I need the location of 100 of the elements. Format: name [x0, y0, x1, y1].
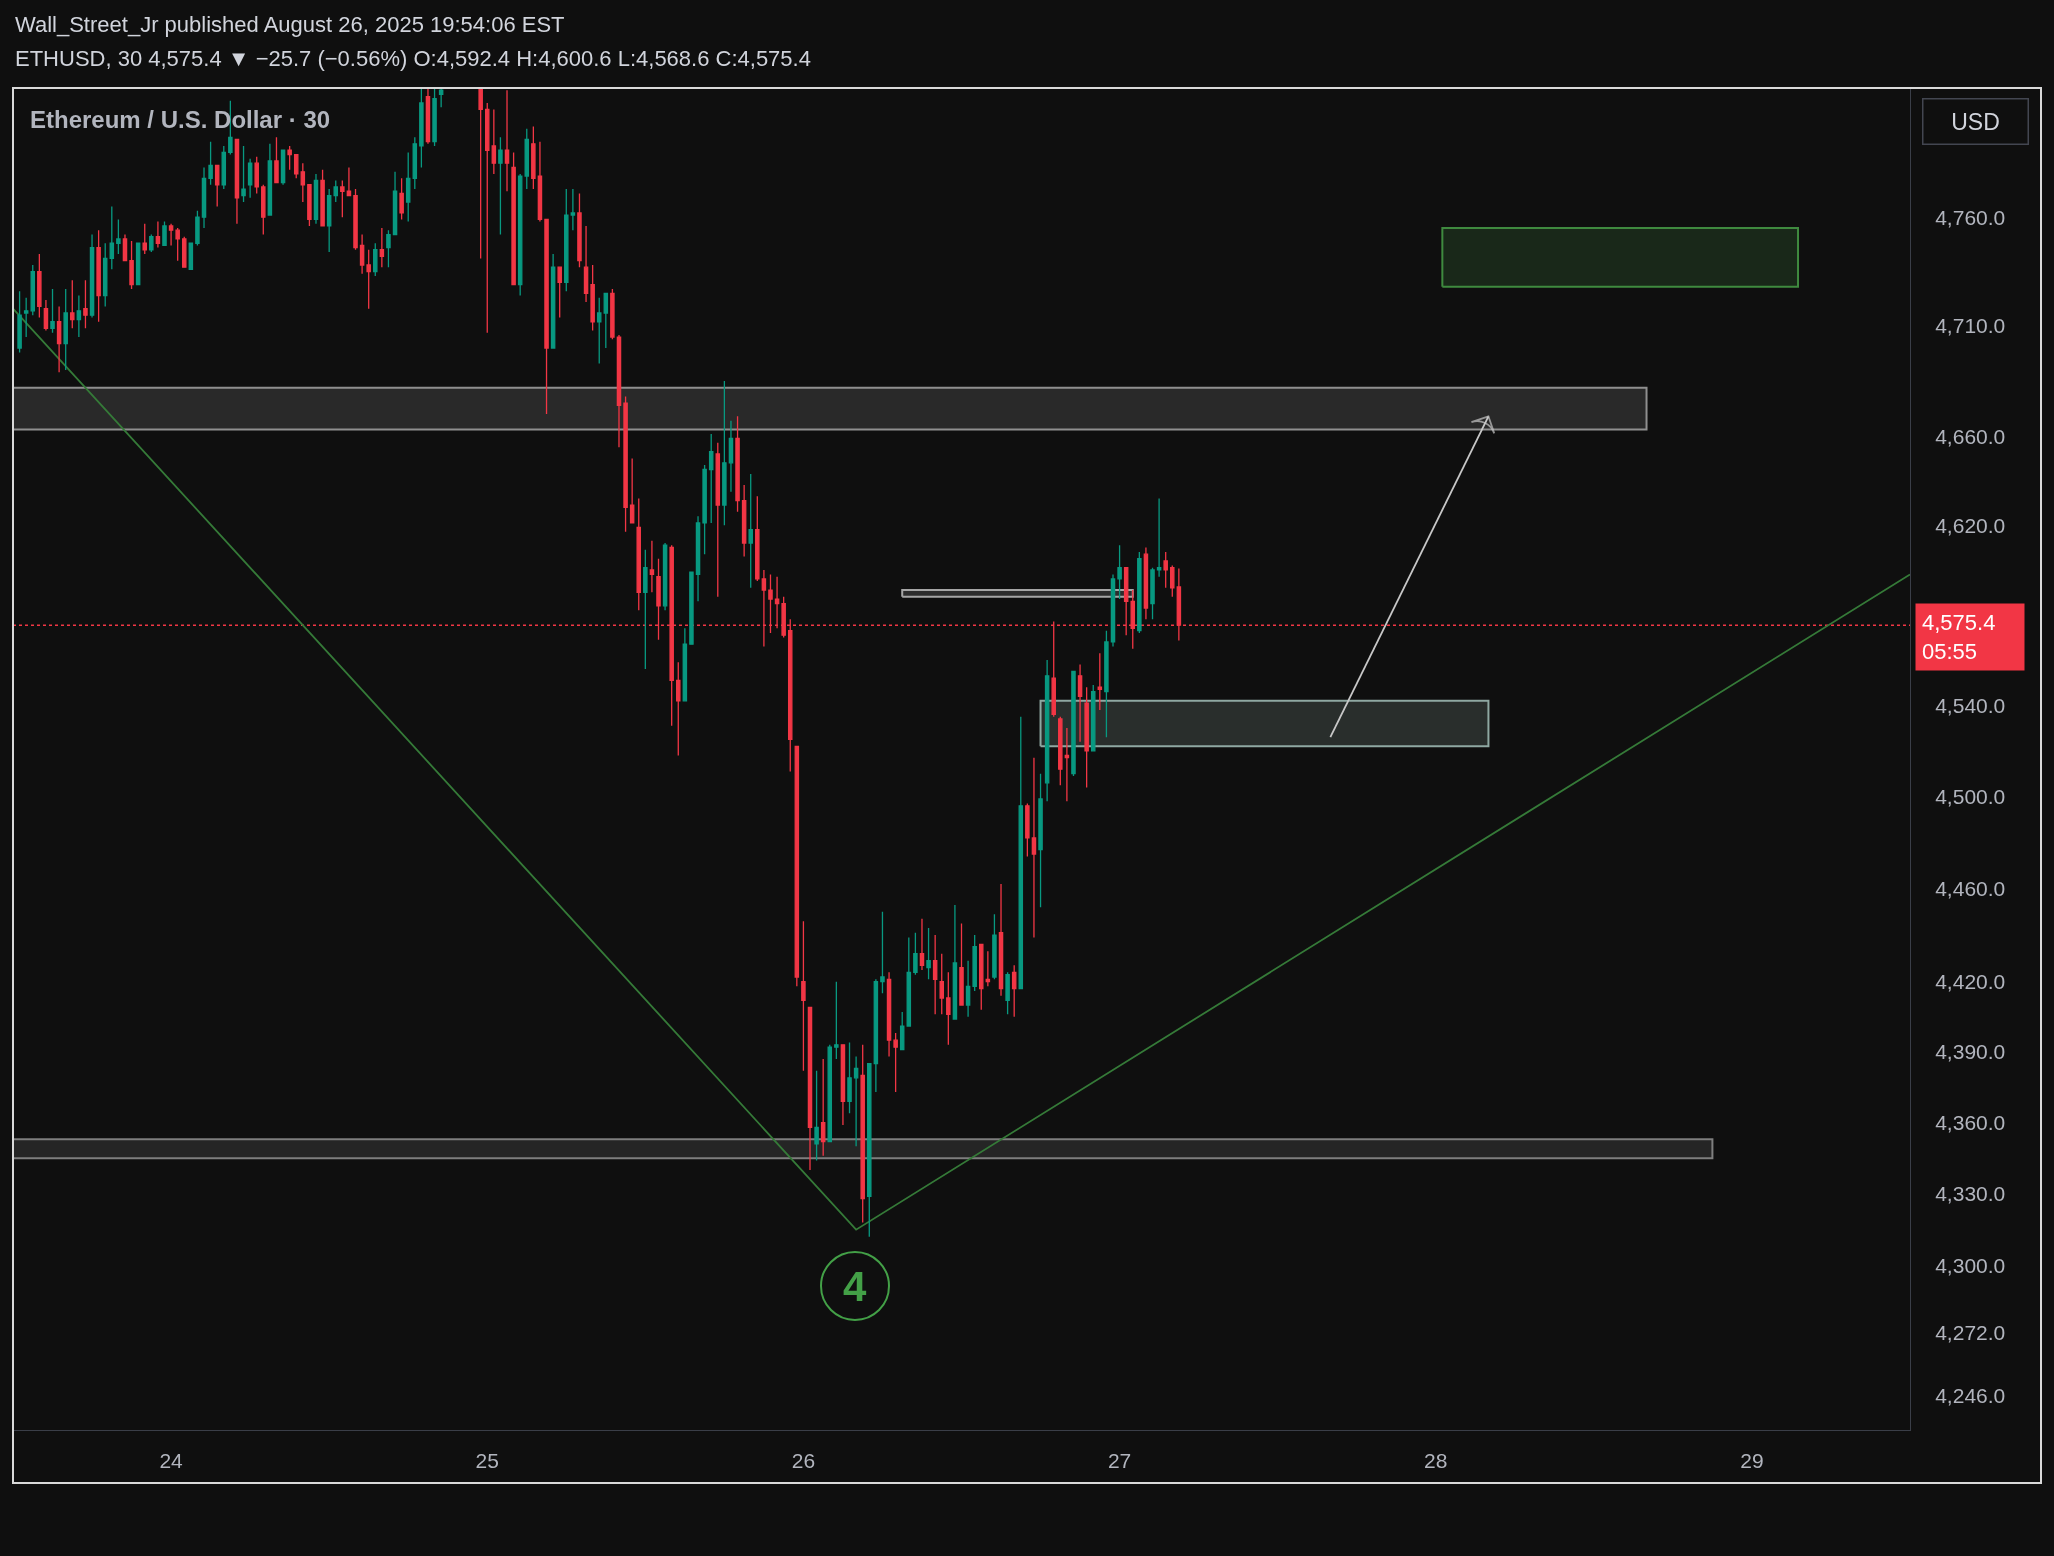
candlestick [386, 229, 391, 268]
candlestick [616, 334, 622, 448]
candlestick [1176, 567, 1182, 642]
candlestick [880, 911, 885, 994]
candlestick [820, 1058, 826, 1157]
candlestick [504, 89, 510, 192]
candlestick [149, 233, 154, 253]
candlestick [728, 420, 734, 493]
candlestick [853, 1055, 859, 1147]
candlestick [873, 978, 879, 1093]
y-tick-label: 4,500.0 [1935, 784, 2006, 808]
candlestick [340, 179, 345, 218]
y-tick-label: 4,330.0 [1935, 1182, 2006, 1206]
candlestick [478, 88, 483, 260]
candlestick [267, 143, 273, 216]
annotation: 4 [843, 1263, 867, 1310]
candlestick [419, 88, 424, 169]
candlestick [702, 464, 707, 555]
candlestick [708, 433, 714, 524]
candlestick [860, 1044, 865, 1224]
candlestick [405, 151, 411, 223]
y-tick-label: 4,420.0 [1935, 970, 2006, 993]
candlestick [116, 218, 121, 255]
candlestick [438, 88, 444, 108]
y-tick-label: 4,760.0 [1935, 205, 2006, 229]
candlestick [715, 442, 721, 598]
candlestick [56, 305, 62, 373]
candlestick [972, 934, 977, 992]
candlestick [274, 136, 279, 184]
candlestick [1170, 564, 1175, 598]
x-tick-label: 26 [791, 1449, 816, 1473]
candlestick [102, 242, 108, 308]
candlestick [1163, 551, 1168, 589]
candlestick [511, 151, 516, 286]
candlestick [741, 484, 747, 558]
candlestick [550, 253, 556, 349]
candlestick [537, 140, 543, 223]
y-tick-label: 4,246.0 [1935, 1384, 2006, 1408]
candlestick [676, 661, 681, 757]
chart-subtitle: ETHUSD, 30 4,575.4 ▼ −25.7 (−0.56%) O:4,592.4 H:4,600.6 L:4,568.6 C:4,575.4 [15, 46, 811, 71]
candlestick [50, 288, 55, 334]
y-tick-label: 4,620.0 [1935, 513, 2006, 537]
candlestick [524, 128, 530, 190]
candlestick [333, 179, 339, 203]
candlestick [1097, 652, 1103, 711]
ref-line-label: 4,575.4 05:55 [1922, 610, 1996, 664]
candlestick [63, 288, 68, 371]
candlestick [399, 177, 404, 221]
candlestick [89, 233, 95, 319]
candlestick [484, 102, 490, 334]
candlestick [531, 125, 536, 190]
candlestick [939, 953, 944, 1016]
candlestick [1071, 670, 1076, 777]
x-tick-label: 27 [1107, 1449, 1132, 1473]
y-tick-label: 4,300.0 [1935, 1253, 2006, 1277]
candlestick [801, 920, 806, 1072]
candlestick [37, 253, 42, 319]
candlestick [247, 158, 253, 199]
candlestick [643, 549, 648, 670]
candlestick [913, 932, 918, 976]
candlestick [636, 497, 642, 611]
candlestick [320, 169, 325, 227]
candlestick [214, 164, 220, 208]
candlestick [412, 136, 418, 190]
candlestick [662, 542, 668, 611]
candlestick [1137, 551, 1142, 634]
candlestick [181, 236, 187, 268]
candlestick [1117, 544, 1122, 600]
candlestick [1077, 663, 1083, 743]
candlestick [162, 220, 167, 247]
candlestick [1018, 716, 1024, 990]
candlestick [557, 266, 562, 319]
candlestick [1104, 629, 1109, 738]
candlestick [564, 188, 569, 292]
candlestick [234, 138, 240, 225]
candlestick [748, 473, 753, 589]
candlestick [946, 971, 951, 1046]
y-tick-label: 4,272.0 [1935, 1321, 2006, 1345]
candlestick [1084, 686, 1089, 789]
candlestick [122, 233, 128, 262]
candlestick [544, 218, 549, 415]
candlestick [43, 299, 49, 332]
candlestick [979, 943, 984, 1011]
candlestick [1044, 659, 1050, 802]
candlestick [649, 540, 655, 593]
candlestick [1031, 757, 1037, 939]
candlestick [23, 297, 29, 338]
candlestick [287, 145, 292, 171]
candlestick [596, 297, 602, 365]
candlestick [201, 166, 207, 229]
candlestick [1143, 546, 1149, 620]
candlestick [175, 227, 180, 262]
candlestick [840, 1044, 846, 1126]
candlestick [1011, 964, 1017, 1018]
candlestick [965, 960, 971, 1018]
candlestick [623, 395, 628, 533]
candlestick [326, 188, 332, 253]
x-tick-label: 24 [159, 1449, 184, 1473]
candlestick [610, 288, 615, 340]
candlestick [307, 184, 312, 227]
